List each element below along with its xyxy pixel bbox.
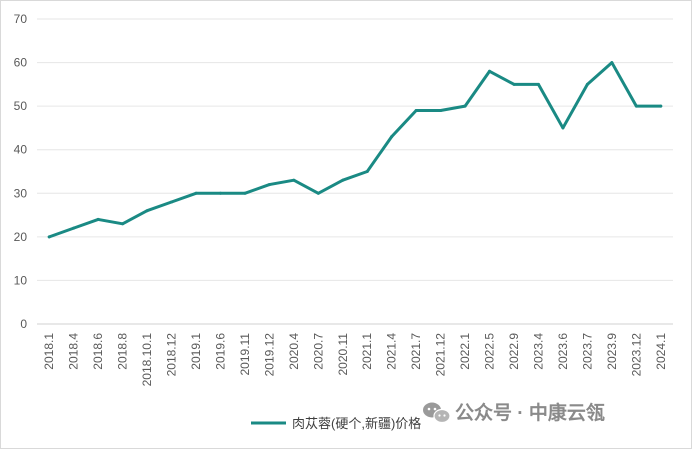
data-point [463, 104, 467, 108]
data-point [536, 82, 540, 86]
data-point [170, 200, 174, 204]
data-point [47, 235, 51, 239]
data-point [365, 170, 369, 173]
y-tick-label: 50 [14, 99, 28, 113]
data-point [218, 191, 222, 195]
data-point [194, 191, 198, 195]
data-point [634, 104, 638, 108]
x-tick-label: 2019.12 [262, 333, 276, 377]
x-tick-label: 2023.7 [580, 333, 594, 370]
x-tick-label: 2023.6 [556, 333, 570, 370]
watermark: 公众号 · 中康云瓴 [423, 401, 605, 424]
y-tick-label: 10 [14, 273, 28, 287]
data-point [145, 209, 149, 213]
x-axis-ticks: 2018.1 2018.4 2018.6 2018.8 2018.10.1 2018.12… [42, 333, 668, 387]
x-tick-label: 2024.1 [654, 333, 668, 370]
y-tick-label: 70 [14, 12, 28, 26]
data-point [96, 217, 100, 221]
x-tick-label: 2021.1 [360, 333, 374, 370]
x-tick-label: 2018.12 [165, 333, 179, 377]
data-point [488, 69, 492, 73]
data-point [121, 222, 125, 226]
legend-label: 肉苁蓉(硬个,新疆)价格 [292, 416, 421, 431]
x-tick-label: 2018.4 [67, 333, 81, 370]
data-point [610, 61, 614, 65]
wechat-icon [423, 402, 451, 424]
x-tick-label: 2019.6 [213, 333, 227, 370]
data-point [439, 109, 443, 112]
x-tick-label: 2018.8 [116, 333, 130, 370]
y-tick-label: 0 [20, 317, 27, 331]
data-point [512, 82, 516, 86]
y-axis-ticks: 0 10 20 30 40 50 60 70 [14, 12, 28, 331]
y-tick-label: 60 [14, 56, 28, 70]
x-tick-label: 2019.1 [189, 333, 203, 370]
x-tick-label: 2021.4 [385, 333, 399, 370]
x-tick-label: 2023.9 [605, 333, 619, 370]
series-group [47, 61, 663, 239]
x-tick-label: 2022.5 [483, 333, 497, 370]
data-point [72, 226, 76, 230]
data-point [292, 178, 296, 182]
x-tick-label: 2018.1 [42, 333, 56, 370]
x-tick-label: 2022.9 [507, 333, 521, 370]
data-point [585, 82, 589, 86]
data-point [659, 104, 663, 108]
data-point [390, 135, 394, 139]
x-tick-label: 2021.12 [434, 333, 448, 377]
x-tick-label: 2018.6 [91, 333, 105, 370]
series-line [47, 61, 663, 239]
x-tick-label: 2023.12 [629, 333, 643, 377]
data-point [341, 178, 345, 182]
data-point [561, 126, 565, 130]
x-tick-label: 2022.1 [458, 333, 472, 370]
x-tick-label: 2020.4 [287, 333, 301, 370]
y-tick-label: 40 [14, 143, 28, 157]
x-tick-label: 2019.11 [238, 333, 252, 376]
data-point [267, 183, 271, 187]
x-tick-label: 2023.4 [531, 333, 545, 370]
y-tick-label: 30 [14, 186, 28, 200]
data-point [316, 191, 320, 195]
x-tick-label: 2021.7 [409, 333, 423, 370]
grid-lines [37, 18, 673, 325]
x-tick-label: 2018.10.1 [140, 333, 154, 387]
data-point [414, 109, 418, 112]
watermark-text: 公众号 · 中康云瓴 [455, 401, 605, 424]
y-tick-label: 20 [14, 230, 28, 244]
data-point [243, 191, 247, 195]
x-tick-label: 2020.11 [336, 333, 350, 376]
legend: 肉苁蓉(硬个,新疆)价格 [251, 416, 421, 431]
x-tick-label: 2020.7 [311, 333, 325, 370]
